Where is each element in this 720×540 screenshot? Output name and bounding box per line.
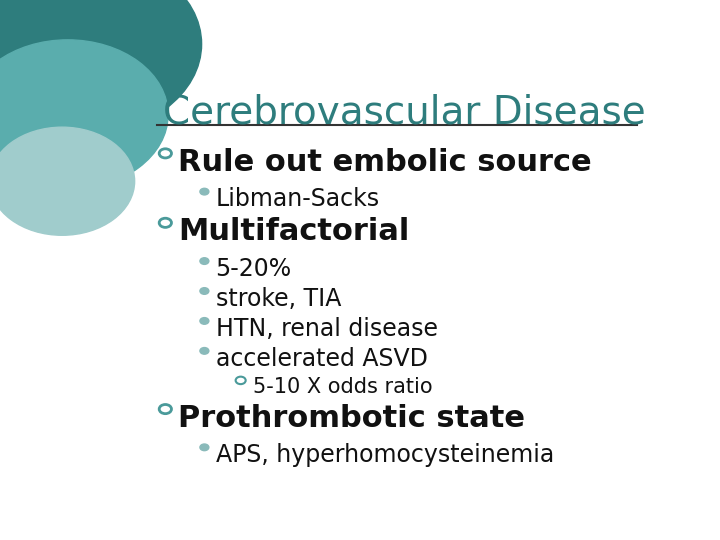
Text: Prothrombotic state: Prothrombotic state	[178, 404, 525, 433]
Text: HTN, renal disease: HTN, renal disease	[215, 317, 438, 341]
Circle shape	[200, 258, 209, 265]
Text: stroke, TIA: stroke, TIA	[215, 287, 341, 311]
Text: accelerated ASVD: accelerated ASVD	[215, 347, 428, 371]
Text: Multifactorial: Multifactorial	[178, 218, 410, 246]
Text: Cerebrovascular Disease: Cerebrovascular Disease	[163, 94, 645, 132]
Circle shape	[0, 0, 202, 136]
Text: 5-10 X odds ratio: 5-10 X odds ratio	[253, 377, 433, 397]
Circle shape	[200, 318, 209, 324]
Text: Rule out embolic source: Rule out embolic source	[178, 148, 592, 177]
Text: 5-20%: 5-20%	[215, 257, 292, 281]
Text: Libman-Sacks: Libman-Sacks	[215, 187, 379, 212]
Circle shape	[200, 188, 209, 195]
Circle shape	[200, 348, 209, 354]
Circle shape	[200, 444, 209, 451]
Circle shape	[0, 127, 135, 235]
Circle shape	[0, 40, 168, 190]
Circle shape	[200, 288, 209, 294]
Text: APS, hyperhomocysteinemia: APS, hyperhomocysteinemia	[215, 443, 554, 467]
